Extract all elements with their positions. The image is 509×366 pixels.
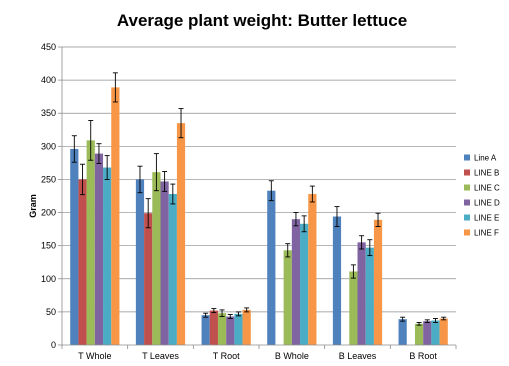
bar [332, 216, 342, 345]
axes: 0 50 100 150 200 250 300 350 400 450 T Whole T Leav… [41, 42, 457, 361]
x-tick-label: T Leaves [142, 351, 179, 361]
gridlines [62, 46, 456, 313]
bar [70, 148, 79, 345]
legend-label: LINE B [474, 169, 499, 178]
legend-swatch [464, 154, 470, 161]
bar [431, 320, 440, 345]
bar [152, 172, 161, 345]
bar [94, 153, 104, 345]
x-tick-label: B Root [409, 351, 437, 361]
y-tick-label: 350 [41, 108, 56, 118]
legend-swatch [464, 169, 470, 176]
bar [414, 323, 424, 345]
bar [111, 87, 120, 345]
bar [217, 313, 227, 345]
y-tick-label: 0 [51, 340, 56, 350]
bar [373, 219, 383, 345]
bar [78, 179, 87, 345]
x-tick-label: T Root [213, 351, 240, 361]
bar [291, 219, 301, 345]
y-axis-label: Gram [28, 194, 38, 218]
y-tick-label: 50 [46, 307, 56, 317]
bar [439, 318, 448, 345]
bar [308, 194, 317, 345]
legend-label: LINE D [474, 199, 500, 208]
x-tick-label: T Whole [78, 351, 111, 361]
bar [365, 247, 374, 345]
x-tick-label: B Leaves [339, 351, 377, 361]
bar [357, 242, 366, 345]
chart-title: Average plant weight: Butter lettuce [117, 11, 407, 30]
legend-swatch [464, 214, 470, 221]
legend-label: LINE C [474, 184, 500, 193]
legend-label: Line A [474, 154, 497, 163]
bar [201, 315, 210, 345]
bar [144, 213, 153, 345]
bar [176, 123, 186, 346]
legend-label: LINE E [474, 214, 499, 223]
bars [70, 72, 448, 346]
bar [398, 319, 407, 345]
y-tick-label: 100 [41, 274, 56, 284]
legend: Line A LINE B LINE C LINE D LINE E LINE F [464, 154, 500, 238]
legend-swatch [464, 184, 470, 191]
x-tick-label: B Whole [275, 351, 309, 361]
y-tick-label: 250 [41, 174, 56, 184]
bar [423, 321, 432, 345]
bar [103, 167, 112, 345]
bar [86, 140, 95, 345]
bar [300, 223, 309, 345]
y-tick-label: 200 [41, 208, 56, 218]
y-tick-label: 450 [41, 42, 56, 52]
y-tick-label: 400 [41, 75, 56, 85]
bar [267, 190, 276, 345]
bar [168, 194, 177, 345]
bar [242, 309, 251, 345]
bar [135, 179, 145, 345]
bar [234, 313, 243, 345]
legend-swatch [464, 199, 470, 206]
bar [283, 250, 292, 345]
legend-swatch [464, 229, 470, 236]
y-tick-label: 150 [41, 241, 56, 251]
legend-label: LINE F [474, 229, 499, 238]
bar [349, 271, 358, 345]
bar [160, 181, 169, 345]
bar [226, 316, 235, 345]
y-tick-label: 300 [41, 141, 56, 151]
bar [209, 310, 218, 345]
